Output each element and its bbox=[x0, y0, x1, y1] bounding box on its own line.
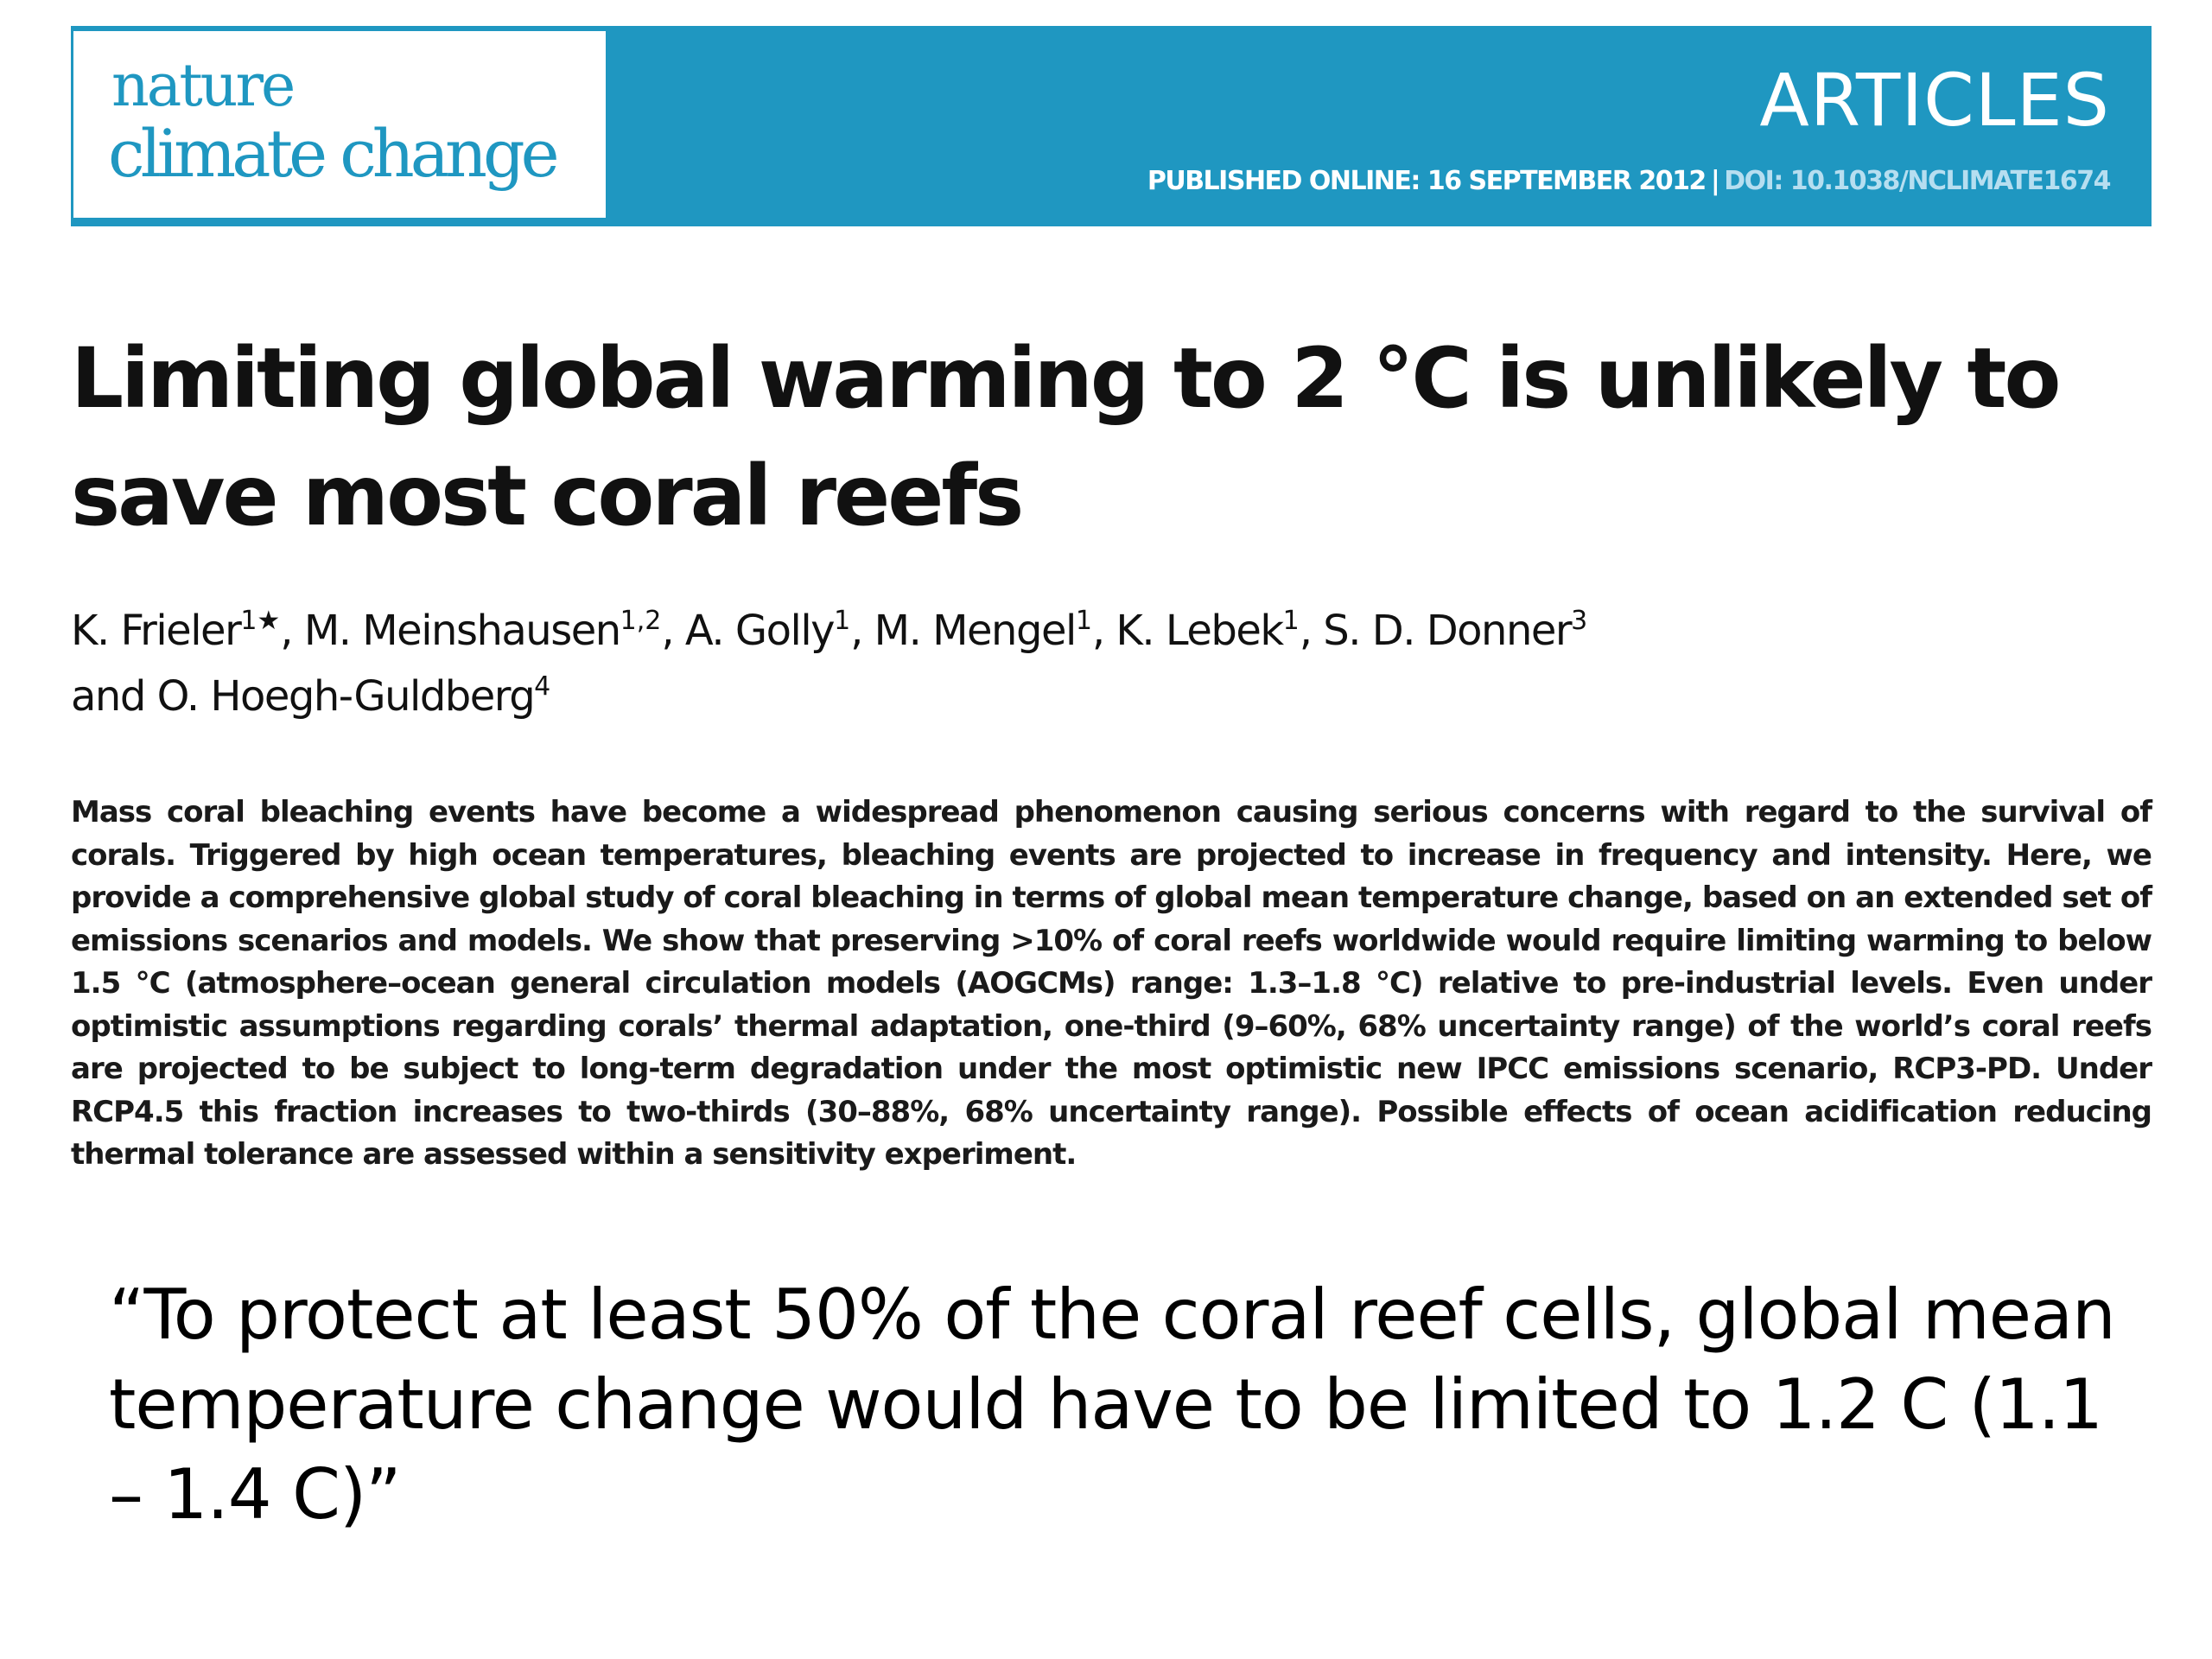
author-list: K. Frieler1★, M. Meinshausen1,2, A. Goll… bbox=[71, 598, 1885, 729]
author-affiliation: 1 bbox=[1075, 606, 1092, 636]
author-affiliation: 3 bbox=[1571, 606, 1588, 636]
journal-logo[interactable]: nature climate change bbox=[73, 31, 606, 218]
author-name[interactable]: A. Golly bbox=[684, 607, 836, 655]
author-affiliation: 1★ bbox=[240, 606, 281, 636]
logo-line-climate-change: climate change bbox=[108, 115, 560, 192]
doi-link[interactable]: DOI: 10.1038/NCLIMATE1674 bbox=[1724, 166, 2111, 196]
highlight-quote: “To protect at least 50% of the coral re… bbox=[109, 1274, 2116, 1535]
author-separator: and bbox=[71, 672, 157, 721]
author-separator: , bbox=[850, 607, 874, 655]
author-affiliation: 1,2 bbox=[620, 606, 662, 636]
logo-line-nature: nature bbox=[111, 52, 296, 120]
section-label: ARTICLES bbox=[1759, 58, 2110, 143]
author-name[interactable]: O. Hoegh-Guldberg bbox=[156, 672, 536, 721]
author-name[interactable]: M. Meinshausen bbox=[303, 607, 621, 655]
author-separator: , bbox=[1091, 607, 1116, 655]
published-date: PUBLISHED ONLINE: 16 SEPTEMBER 2012 bbox=[1147, 166, 1707, 196]
author-separator: , bbox=[280, 607, 304, 655]
author-name[interactable]: K. Lebek bbox=[1116, 607, 1284, 655]
journal-banner: nature climate change ARTICLES PUBLISHED… bbox=[71, 26, 2152, 226]
author-name[interactable]: S. D. Donner bbox=[1323, 607, 1572, 655]
article-title: Limiting global warming to 2 °C is unlik… bbox=[71, 330, 2061, 544]
article-abstract: Mass coral bleaching events have become … bbox=[71, 795, 2152, 1172]
author-name[interactable]: K. Frieler bbox=[71, 607, 242, 655]
author-name[interactable]: M. Mengel bbox=[874, 607, 1077, 655]
author-affiliation: 1 bbox=[1282, 606, 1300, 636]
author-separator: , bbox=[1299, 607, 1324, 655]
publication-info: PUBLISHED ONLINE: 16 SEPTEMBER 2012 | DOI:… bbox=[1147, 164, 2112, 199]
author-separator: , bbox=[661, 607, 685, 655]
author-affiliation: 1 bbox=[834, 606, 851, 636]
info-separator: | bbox=[1710, 166, 1720, 196]
author-affiliation: 4 bbox=[534, 671, 551, 702]
